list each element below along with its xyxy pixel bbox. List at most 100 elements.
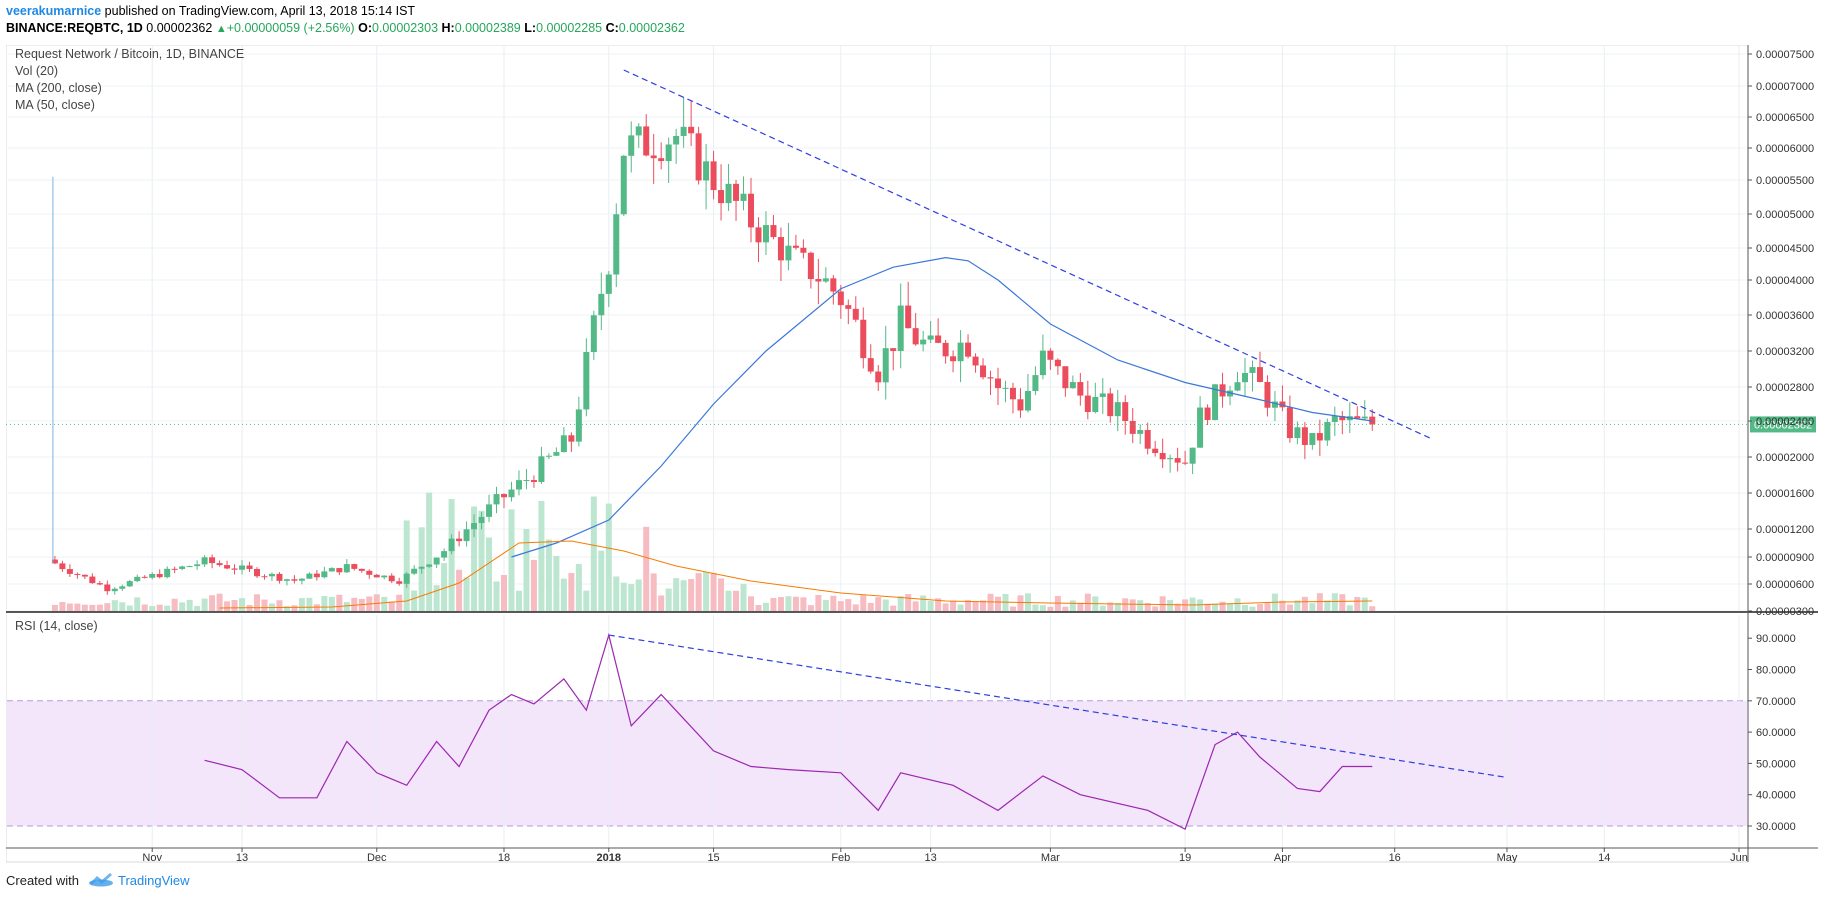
candle-body xyxy=(1227,390,1234,397)
legend-ma50: MA (50, close) xyxy=(15,98,95,112)
candle-body xyxy=(568,435,575,442)
candle-body xyxy=(890,348,897,351)
volume-bar xyxy=(545,539,552,611)
volume-bar xyxy=(680,580,687,611)
volume-bar xyxy=(141,604,148,611)
volume-bar xyxy=(448,499,455,611)
rsi-axis-label: 90.0000 xyxy=(1756,633,1796,645)
volume-bar xyxy=(209,595,216,611)
candle-body xyxy=(306,573,313,579)
price-axis-label: 0.00004500 xyxy=(1756,243,1814,255)
volume-bar xyxy=(800,597,807,611)
volume-bar xyxy=(583,590,590,611)
volume-bar xyxy=(493,581,500,611)
candle-body xyxy=(1204,407,1211,420)
candle-body xyxy=(912,328,919,345)
price-axis-label: 0.00002800 xyxy=(1756,382,1814,394)
candle-body xyxy=(770,225,777,238)
candle-body xyxy=(328,568,335,572)
volume-bar xyxy=(254,594,260,611)
price-axis-label: 0.00002400 xyxy=(1756,416,1814,428)
price-axis-label: 0.00005500 xyxy=(1756,175,1814,187)
candle-body xyxy=(261,576,268,578)
volume-bar xyxy=(276,600,283,611)
volume-bar xyxy=(126,605,133,611)
candle-body xyxy=(403,573,410,584)
volume-bar xyxy=(1242,605,1248,611)
volume-bar xyxy=(613,576,620,611)
candle-body xyxy=(179,566,186,569)
volume-bar xyxy=(890,605,897,611)
candle-body xyxy=(186,566,193,568)
candle-body xyxy=(680,126,687,136)
volume-bar xyxy=(1219,601,1226,611)
volume-bar xyxy=(336,594,343,611)
volume-bar xyxy=(1099,605,1106,611)
candle-body xyxy=(149,574,156,578)
chart-svg[interactable]: 0.00002362 0.00000300 0.00000600 0.00000900… xyxy=(6,45,1818,863)
volume-bar xyxy=(313,604,320,611)
candle-body xyxy=(957,342,964,362)
chart-frame[interactable]: 0.00002362 0.00000300 0.00000600 0.00000900… xyxy=(6,45,1818,863)
candle-body xyxy=(501,494,507,498)
volume-bar xyxy=(134,597,141,611)
tradingview-brand-link[interactable]: TradingView xyxy=(118,873,190,888)
volume-bar xyxy=(1324,600,1331,611)
volume-bar xyxy=(658,595,665,611)
volume-bar xyxy=(119,602,126,611)
candle-body xyxy=(710,161,717,191)
chart-header: veerakumarnice published on TradingView.… xyxy=(6,0,1816,40)
candle-body xyxy=(1234,382,1241,391)
rsi-axis-label: 30.0000 xyxy=(1756,821,1796,833)
volume-bar xyxy=(74,603,81,611)
author-link[interactable]: veerakumarnice xyxy=(6,4,102,18)
candle-body xyxy=(1054,359,1061,367)
candle-body xyxy=(837,291,844,306)
volume-bar xyxy=(149,606,156,611)
candle-body xyxy=(433,557,440,565)
candle-body xyxy=(688,126,695,134)
volume-bar xyxy=(822,599,829,611)
candle-body xyxy=(388,575,395,582)
volume-bar xyxy=(673,578,680,611)
volume-bar xyxy=(927,601,934,611)
volume-bar xyxy=(261,599,268,611)
volume-bar xyxy=(1017,595,1024,611)
candle-body xyxy=(411,568,418,574)
volume-bar xyxy=(478,510,485,611)
candle-body xyxy=(1039,350,1046,376)
volume-bar xyxy=(471,506,478,611)
candle-body xyxy=(1137,430,1144,434)
volume-bar xyxy=(1212,603,1219,611)
volume-bar xyxy=(807,605,814,611)
candle-body xyxy=(216,563,223,566)
rsi-trendline xyxy=(608,634,1508,779)
time-axis-label: 2018 xyxy=(597,852,621,863)
candle-body xyxy=(111,588,118,592)
candle-body xyxy=(1069,382,1076,389)
volume-bar xyxy=(515,590,522,611)
price-axis-label: 0.00003600 xyxy=(1756,310,1814,322)
volume-bar xyxy=(987,593,994,611)
candle-body xyxy=(718,190,725,204)
time-axis-label: Feb xyxy=(831,852,850,863)
candle-body xyxy=(650,155,657,159)
candle-body xyxy=(1107,393,1114,417)
volume-bar xyxy=(845,599,852,611)
volume-bar xyxy=(905,594,912,611)
volume-bar xyxy=(298,598,305,611)
volume-bar xyxy=(530,559,537,611)
volume-bar xyxy=(231,599,238,611)
volume-bar xyxy=(710,573,717,611)
candle-body xyxy=(762,225,769,243)
volume-bar xyxy=(1167,600,1174,611)
volume-bar xyxy=(104,603,111,611)
volume-bar xyxy=(89,604,96,611)
volume-bar xyxy=(171,598,178,611)
candle-body xyxy=(1152,448,1159,454)
candle-body xyxy=(590,315,597,353)
candle-body xyxy=(471,523,478,530)
volume-bar xyxy=(1249,606,1256,611)
candle-body xyxy=(538,456,545,483)
tradingview-logo-icon[interactable] xyxy=(88,871,114,890)
